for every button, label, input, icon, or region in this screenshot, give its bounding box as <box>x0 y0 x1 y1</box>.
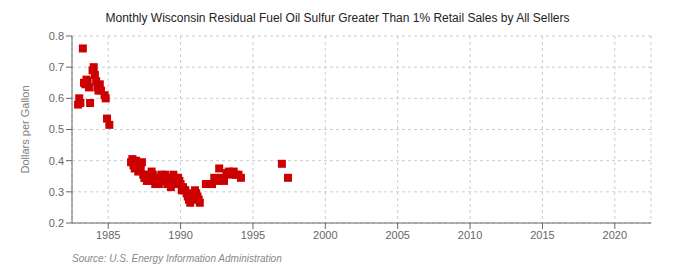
svg-text:2020: 2020 <box>603 229 627 241</box>
svg-text:1990: 1990 <box>168 229 192 241</box>
svg-text:0.2: 0.2 <box>49 217 64 229</box>
svg-text:2005: 2005 <box>385 229 409 241</box>
svg-text:2010: 2010 <box>458 229 482 241</box>
html-text:Monthly Wisconsin Residual Fue: Monthly Wisconsin Residual Fuel Oil Sulf… <box>105 11 570 25</box>
svg-text:1985: 1985 <box>96 229 120 241</box>
svg-text:0.7: 0.7 <box>49 61 64 73</box>
svg-text:0.3: 0.3 <box>49 186 64 198</box>
svg-text:0.4: 0.4 <box>49 155 64 167</box>
svg-text:0.5: 0.5 <box>49 123 64 135</box>
svg-text:2015: 2015 <box>530 229 554 241</box>
svg-text:0.8: 0.8 <box>49 30 64 42</box>
svg-text:0.6: 0.6 <box>49 92 64 104</box>
svg-text:2000: 2000 <box>313 229 337 241</box>
svg-text:Dollars per Gallon: Dollars per Gallon <box>19 85 31 173</box>
svg-text:1995: 1995 <box>241 229 265 241</box>
html-text:Source: U.S. Energy Informatio: Source: U.S. Energy Information Administ… <box>72 253 282 264</box>
